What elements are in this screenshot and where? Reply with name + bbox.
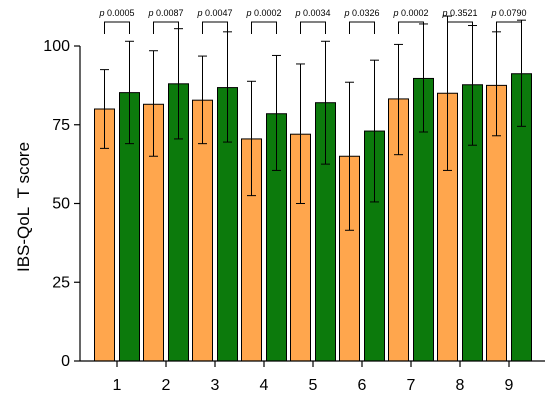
p-prefix: p (294, 8, 303, 18)
significance-bracket-2 (153, 21, 179, 34)
p-value-1: 0.0005 (107, 8, 135, 18)
significance-bracket-7 (398, 21, 424, 34)
x-tick-label-7: 7 (407, 377, 416, 394)
x-tick-label-6: 6 (358, 377, 367, 394)
x-tick-label-3: 3 (211, 377, 220, 394)
x-tick-label-2: 2 (162, 377, 171, 394)
significance-bracket-5 (300, 21, 326, 34)
p-prefix: p (441, 8, 450, 18)
y-tick-label-25: 25 (52, 274, 70, 291)
p-value-9: 0.0790 (499, 8, 527, 18)
p-value-label-8: p 0.3521 (441, 8, 477, 18)
p-prefix: p (392, 8, 401, 18)
significance-bracket-1 (104, 21, 130, 34)
p-value-5: 0.0034 (303, 8, 331, 18)
p-value-label-5: p 0.0034 (294, 8, 330, 18)
p-value-8: 0.3521 (450, 8, 478, 18)
x-tick-label-8: 8 (456, 377, 465, 394)
p-prefix: p (490, 8, 499, 18)
p-value-label-3: p 0.0047 (196, 8, 232, 18)
p-prefix: p (147, 8, 156, 18)
p-value-4: 0.0002 (254, 8, 282, 18)
x-tick-label-9: 9 (505, 377, 514, 394)
x-tick-label-4: 4 (260, 377, 269, 394)
p-value-6: 0.0326 (352, 8, 380, 18)
y-tick-label-50: 50 (52, 196, 70, 213)
y-tick-label-100: 100 (43, 38, 70, 55)
p-value-label-4: p 0.0002 (245, 8, 281, 18)
significance-bracket-3 (202, 21, 228, 34)
significance-bracket-9 (496, 21, 522, 34)
significance-bracket-8 (447, 21, 473, 34)
x-tick-label-1: 1 (113, 377, 122, 394)
p-value-label-9: p 0.0790 (490, 8, 526, 18)
p-prefix: p (343, 8, 352, 18)
significance-bracket-4 (251, 21, 277, 34)
p-value-3: 0.0047 (205, 8, 233, 18)
p-prefix: p (98, 8, 107, 18)
p-prefix: p (196, 8, 205, 18)
p-value-label-6: p 0.0326 (343, 8, 379, 18)
p-value-2: 0.0087 (156, 8, 184, 18)
p-value-7: 0.0002 (401, 8, 429, 18)
p-value-label-2: p 0.0087 (147, 8, 183, 18)
p-value-label-1: p 0.0005 (98, 8, 134, 18)
x-tick-label-5: 5 (309, 377, 318, 394)
y-tick-label-75: 75 (52, 117, 70, 134)
significance-bracket-6 (349, 21, 375, 34)
y-tick-label-0: 0 (61, 353, 70, 370)
y-axis-title: IBS-QoL T score (14, 142, 33, 272)
p-prefix: p (245, 8, 254, 18)
p-value-label-7: p 0.0002 (392, 8, 428, 18)
